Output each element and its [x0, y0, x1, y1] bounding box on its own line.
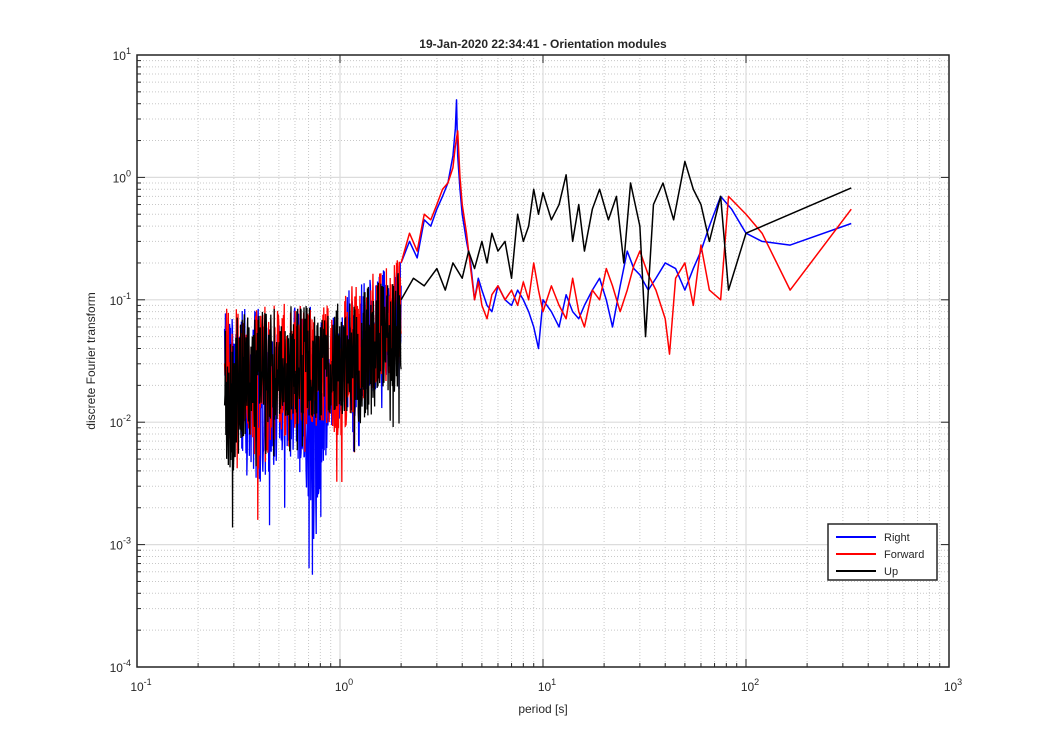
y-tick-label: 10-1	[110, 291, 131, 308]
series-layer	[400, 99, 852, 355]
chart-title: 19-Jan-2020 22:34:41 - Orientation modul…	[419, 37, 667, 51]
y-tick-label: 10-3	[110, 536, 131, 553]
legend-label-forward: Forward	[884, 549, 924, 561]
y-tick-label: 100	[113, 168, 131, 185]
x-tick-label: 103	[944, 677, 962, 694]
y-axis-label: discrete Fourier transform	[84, 292, 98, 429]
dense-noise-layer	[223, 260, 402, 575]
series-line-right	[400, 99, 852, 350]
y-tick-label: 101	[113, 46, 131, 63]
plot-area: 10-1 100 101 102 103 10-4 10-3 10-2 10-1 100 101	[110, 46, 963, 694]
x-tick-label: 10-1	[130, 677, 151, 694]
tick-layer: 10-1 100 101 102 103 10-4 10-3 10-2 10-1 100 101	[110, 46, 963, 694]
x-tick-label: 101	[538, 677, 556, 694]
y-tick-label: 10-4	[110, 658, 131, 675]
legend[interactable]: Right Forward Up	[827, 523, 938, 581]
y-tick-label: 10-2	[110, 413, 131, 430]
series-line-forward	[400, 130, 852, 355]
series-line-up	[400, 160, 852, 338]
legend-items: Right Forward Up	[836, 532, 924, 578]
x-tick-label: 100	[335, 677, 353, 694]
legend-label-right: Right	[884, 532, 910, 544]
x-tick-label: 102	[741, 677, 759, 694]
dense-series-up	[223, 273, 402, 528]
x-axis-label: period [s]	[518, 702, 567, 716]
legend-label-up: Up	[884, 566, 898, 578]
